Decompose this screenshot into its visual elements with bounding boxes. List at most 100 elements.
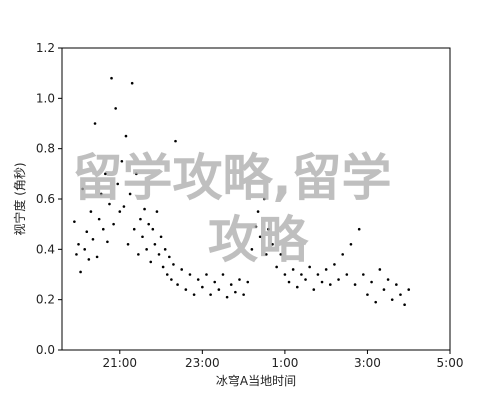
point <box>275 265 278 269</box>
point <box>79 270 82 274</box>
point <box>192 293 196 296</box>
point <box>124 134 128 138</box>
point <box>99 192 103 196</box>
point <box>234 290 237 294</box>
point <box>155 210 159 213</box>
point <box>126 243 130 246</box>
point <box>403 303 406 307</box>
point <box>106 240 109 244</box>
point <box>151 227 155 231</box>
point <box>250 248 254 251</box>
point <box>209 293 212 296</box>
point <box>213 280 217 284</box>
point <box>283 273 287 276</box>
point <box>180 268 184 271</box>
y-tick-label: 1.2 <box>36 41 55 55</box>
point <box>128 192 132 196</box>
point <box>196 278 200 281</box>
y-tick-label: 0.6 <box>36 192 55 206</box>
y-tick-label: 0.2 <box>36 293 55 307</box>
point <box>399 293 402 296</box>
point <box>291 268 295 271</box>
point <box>357 227 361 231</box>
point <box>130 81 134 85</box>
point <box>73 220 76 223</box>
point <box>172 263 175 266</box>
point <box>374 300 378 304</box>
point <box>362 273 365 276</box>
point <box>110 76 113 80</box>
point <box>333 263 336 266</box>
point <box>174 139 177 143</box>
point <box>201 285 204 289</box>
y-tick-label: 0.0 <box>36 343 55 357</box>
point <box>81 187 84 191</box>
point <box>304 278 307 281</box>
point <box>97 217 101 221</box>
point <box>184 288 188 291</box>
point <box>229 283 233 286</box>
point <box>378 268 382 271</box>
point <box>77 243 80 246</box>
point <box>265 253 268 256</box>
point <box>258 235 262 239</box>
point <box>101 227 105 231</box>
point <box>312 288 316 291</box>
x-tick-label: 21:00 <box>102 356 137 370</box>
point <box>271 243 274 246</box>
point <box>83 248 87 251</box>
watermark: 留学攻略,留学 <box>73 149 392 207</box>
y-tick-label: 0.4 <box>36 242 55 256</box>
point <box>153 243 157 246</box>
point <box>116 182 120 186</box>
point <box>256 210 260 213</box>
point <box>141 235 144 239</box>
point <box>134 172 138 176</box>
point <box>85 230 89 234</box>
point <box>225 295 229 299</box>
point <box>143 207 146 211</box>
point <box>176 283 179 286</box>
point <box>112 222 115 226</box>
point <box>163 248 167 251</box>
point <box>149 260 153 264</box>
point <box>308 265 311 269</box>
point <box>161 265 165 269</box>
point <box>165 273 169 276</box>
point <box>139 217 142 221</box>
point <box>366 293 369 296</box>
point <box>353 283 357 286</box>
point <box>217 288 221 291</box>
point <box>104 172 107 176</box>
point <box>89 210 93 213</box>
point <box>147 222 150 226</box>
point <box>390 298 394 301</box>
y-tick-label: 1.0 <box>36 91 55 105</box>
point <box>242 293 245 296</box>
point <box>137 253 140 256</box>
point <box>267 227 270 231</box>
point <box>407 288 411 291</box>
point <box>114 107 117 110</box>
point <box>287 280 291 284</box>
point <box>159 235 163 239</box>
point <box>370 280 373 284</box>
point <box>320 280 324 284</box>
point <box>91 237 95 241</box>
point <box>386 278 390 281</box>
point <box>95 255 99 259</box>
point <box>324 268 328 271</box>
x-tick-label: 5:00 <box>437 356 464 370</box>
point <box>254 225 258 228</box>
point <box>341 253 344 256</box>
point <box>221 273 225 276</box>
point <box>168 255 171 259</box>
point <box>122 205 126 208</box>
point <box>205 273 208 276</box>
point <box>395 283 398 286</box>
y-tick-label: 0.8 <box>36 142 55 156</box>
point <box>246 280 250 284</box>
watermark: 攻略 <box>208 211 309 269</box>
point <box>345 273 349 276</box>
